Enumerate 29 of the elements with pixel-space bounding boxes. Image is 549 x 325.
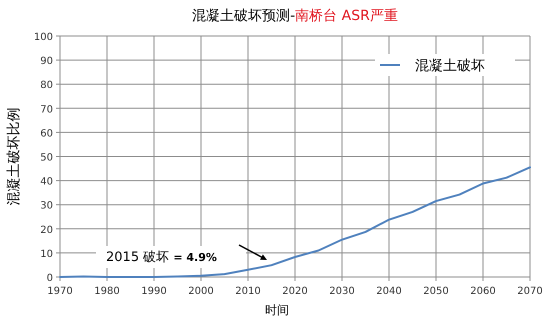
- y-tick-label: 80: [40, 80, 53, 92]
- annotation: 2015 破坏 = 4.9%: [106, 250, 217, 265]
- y-tick-label: 0: [46, 273, 53, 284]
- x-tick-label: 2000: [188, 286, 214, 297]
- y-tick-label: 50: [40, 152, 53, 164]
- y-tick-label: 90: [40, 56, 53, 68]
- x-tick-label: 2060: [470, 286, 496, 297]
- y-axis-title: 混凝土破坏比例: [6, 108, 22, 206]
- y-tick-label: 40: [40, 176, 53, 188]
- legend-label: 混凝土破坏: [415, 58, 485, 74]
- x-tick-label: 2040: [376, 286, 402, 297]
- chart-title: 混凝土破坏预测-: [192, 8, 296, 24]
- chart-subtitle: 南桥台 ASR严重: [295, 8, 398, 24]
- x-tick-label: 2030: [329, 286, 355, 297]
- line-series: [59, 166, 531, 278]
- y-tick-label: 60: [40, 128, 53, 140]
- x-tick-label: 2020: [282, 286, 308, 297]
- x-tick-label: 2010: [235, 286, 261, 297]
- x-axis-title: 时间: [265, 303, 289, 317]
- y-tick-label: 100: [34, 32, 53, 43]
- y-tick-label: 10: [40, 248, 53, 260]
- y-tick-label: 20: [40, 224, 53, 236]
- x-tick-label: 1990: [141, 286, 167, 297]
- y-tick-label: 30: [40, 200, 53, 212]
- x-tick-label: 2050: [423, 286, 449, 297]
- x-tick-label: 1970: [47, 286, 73, 297]
- x-tick-label: 1980: [94, 286, 120, 297]
- x-tick-label: 2070: [517, 286, 543, 297]
- y-tick-label: 70: [40, 104, 53, 116]
